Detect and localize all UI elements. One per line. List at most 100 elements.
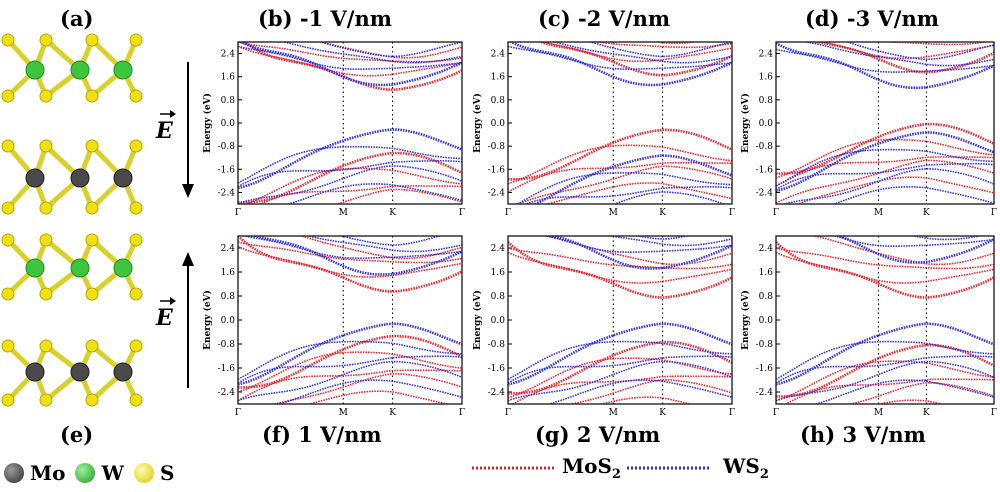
mos2-band-8: [547, 182, 732, 204]
panel-label-d: (d): [805, 6, 840, 31]
ytick-label: 0.8: [221, 96, 236, 106]
band-plot-h: Energy (eV) 2.4 1.6 0.8 0.0 -0.8 -1.6 -2.4 Γ M K Γ: [740, 230, 997, 418]
ytick-label: 1.6: [491, 73, 506, 83]
ws2-band-3: [847, 42, 994, 61]
field-symbol-top: E: [156, 118, 173, 144]
mos2-band-1: [508, 251, 732, 284]
s-atoms-bottom-mo: [1, 339, 143, 407]
xtick-label: Γ: [505, 208, 511, 218]
ytick-label: 1.6: [491, 268, 506, 278]
ws2-band-3: [589, 42, 732, 58]
mos2-band-2: [238, 42, 462, 63]
band-legend: MoS2 WS2: [470, 454, 769, 482]
xtick-label: M: [874, 208, 883, 218]
ytick-label: -1.6: [756, 165, 774, 175]
ytick-label: -1.6: [488, 364, 506, 374]
panel-label-f: (f): [262, 422, 291, 447]
panel-label-h: (h): [800, 422, 836, 447]
ws2-band-3: [776, 230, 994, 233]
field-arrow-down: [182, 62, 194, 198]
ws2-band-8: [278, 379, 462, 404]
mos2-band-8: [308, 390, 449, 404]
ytick-label: 0.0: [491, 119, 506, 129]
ws2-band-0: [509, 42, 732, 87]
ytick-label: 0.0: [221, 119, 236, 129]
xtick-label: M: [874, 408, 883, 418]
mo-atoms-bottom: [25, 362, 133, 382]
ytick-label: -1.6: [218, 165, 236, 175]
s-atom-swatch: [133, 463, 154, 483]
ytick-label: 1.6: [759, 268, 774, 278]
ytick-label: 2.4: [491, 50, 506, 60]
ws2-band-0: [776, 42, 994, 90]
ytick-label: -2.4: [218, 188, 236, 198]
ws2-legend-sub: 2: [759, 467, 769, 482]
ytick-label: 2.4: [221, 244, 236, 254]
vector-arrow-top: [160, 110, 176, 118]
mos2-band-0: [776, 241, 994, 299]
field-label-g: 2 V/nm: [576, 422, 661, 447]
band-plot-g: Energy (eV) 2.4 1.6 0.8 0.0 -0.8 -1.6 -2.4 Γ M K Γ: [472, 235, 735, 418]
mos2-band-7: [336, 188, 462, 204]
ws2-band-6: [525, 186, 732, 204]
mos2-band-5: [238, 351, 462, 393]
ytick-label: -0.8: [756, 142, 774, 152]
ws2-band-0: [837, 236, 994, 264]
ws2-band-5: [238, 340, 462, 380]
field-label-d: -3 V/nm: [846, 6, 939, 31]
ws2-band-8: [548, 379, 732, 404]
w-atom-swatch: [75, 463, 96, 483]
ws2-band-1: [545, 236, 732, 253]
mos2-band-0: [539, 42, 732, 77]
ws2-band-6: [776, 162, 994, 191]
ws2-band-1: [243, 236, 462, 259]
atom-legend-s: S: [159, 461, 175, 485]
xtick-label: Γ: [991, 208, 997, 218]
mos2-band-2: [888, 42, 987, 46]
ws2-band-6: [776, 355, 994, 384]
ytick-label: 0.0: [759, 119, 774, 129]
mos2-legend-label: MoS2: [562, 454, 621, 482]
panel-label-b: (b): [258, 6, 293, 31]
mos2-band-2: [596, 42, 732, 49]
s-atoms-bottom-w: [1, 233, 143, 301]
vector-arrow-bottom: [160, 297, 176, 305]
ytick-label: 0.8: [759, 96, 774, 106]
field-label-h: 3 V/nm: [842, 422, 926, 447]
ws2-band-7: [776, 360, 994, 402]
mos2-band-4: [776, 122, 994, 175]
mos2-band-4: [508, 128, 732, 181]
panel-label-g: (g): [535, 422, 570, 447]
mos2-band-3: [545, 236, 732, 266]
title-h: (h) 3 V/nm: [800, 424, 926, 445]
xtick-label: Γ: [773, 208, 779, 218]
xtick-label: K: [389, 408, 396, 418]
mos2-band-8: [601, 396, 691, 404]
mos2-band-3: [300, 236, 462, 260]
ws2-band-5: [508, 340, 732, 380]
mos2-band-8: [879, 399, 942, 404]
ws2-legend-swatch: [626, 466, 711, 470]
ytick-label: -0.8: [488, 340, 506, 350]
ytick-label: -0.8: [218, 340, 236, 350]
mos2-band-0: [815, 42, 994, 74]
panel-label-c: (c): [538, 6, 571, 31]
ws2-band-8: [833, 186, 994, 204]
ytick-label: 1.6: [221, 73, 236, 83]
mos2-band-1: [776, 251, 994, 284]
title-d: (d) -3 V/nm: [805, 8, 939, 29]
ytick-label: 0.8: [221, 292, 236, 302]
ytick-label: 1.6: [759, 73, 774, 83]
ws2-band-8: [508, 210, 732, 218]
ws2-band-8: [815, 379, 994, 404]
ytick-label: 0.0: [491, 316, 506, 326]
mos2-band-2: [238, 241, 462, 264]
xtick-label: Γ: [505, 408, 511, 418]
ws2-band-5: [238, 145, 462, 184]
ylabel: Energy (eV): [472, 290, 483, 350]
ws2-band-6: [238, 160, 462, 188]
mos2-band-5: [776, 360, 994, 402]
w-atoms-bottom: [25, 258, 133, 278]
ws2-legend-label: WS2: [723, 454, 769, 482]
mos2-band-3: [321, 42, 462, 59]
